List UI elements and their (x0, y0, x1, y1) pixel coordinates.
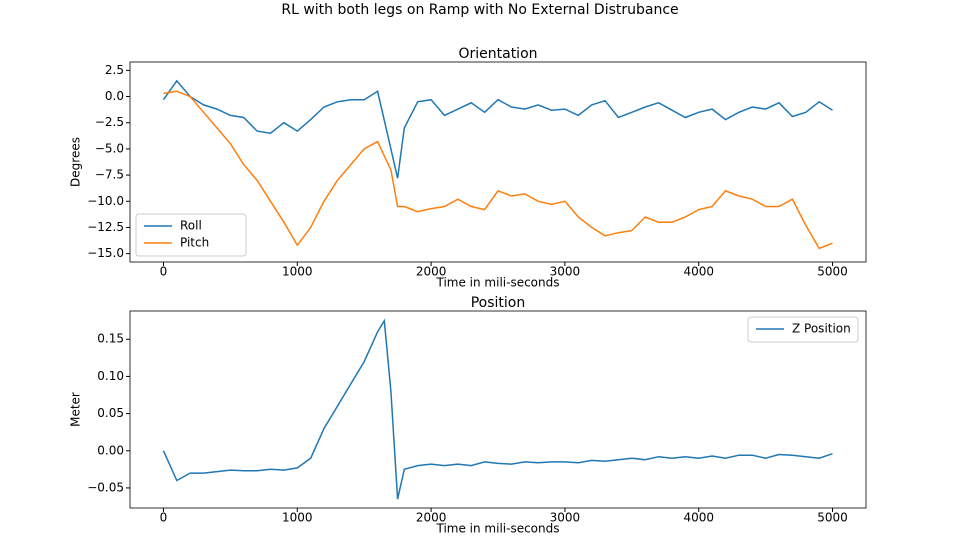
legend-box (135, 213, 247, 257)
y-tick-label: −12.5 (87, 220, 124, 234)
x-tick-label: 0 (160, 511, 168, 525)
y-tick-label: −0.05 (87, 480, 124, 494)
axes-title: Orientation (458, 46, 537, 62)
y-tick-label: −7.5 (95, 168, 124, 182)
y-tick-label: 0.0 (105, 89, 124, 103)
figure-title: RL with both legs on Ramp with No Extern… (281, 2, 678, 18)
x-tick-label: 3000 (550, 511, 581, 525)
y-axis-label: Meter (69, 392, 83, 427)
x-tick-label: 1000 (282, 265, 313, 279)
axes-title: Position (471, 295, 526, 311)
y-tick-label: 0.10 (97, 369, 124, 383)
data-line (162, 318, 833, 500)
legend-label: Roll (180, 219, 202, 233)
x-axis-label: Time in mili-seconds (435, 522, 559, 536)
x-tick-label: 5000 (817, 511, 848, 525)
x-tick-label: 2000 (416, 511, 447, 525)
y-tick-label: 0.05 (97, 406, 124, 420)
x-tick-label: 4000 (683, 265, 714, 279)
data-line (162, 79, 833, 179)
legend-label: Pitch (180, 236, 209, 250)
x-tick-label: 2000 (416, 265, 447, 279)
y-tick-label: −5.0 (95, 141, 124, 155)
x-tick-label: 0 (160, 265, 168, 279)
x-tick-label: 4000 (683, 511, 714, 525)
y-tick-label: 0.15 (97, 332, 124, 346)
y-tick-label: 0.00 (97, 443, 124, 457)
legend-box (747, 316, 859, 343)
y-tick-label: 2.5 (105, 63, 124, 77)
axes-frame (129, 61, 867, 263)
x-tick-label: 5000 (817, 265, 848, 279)
x-tick-label: 3000 (550, 265, 581, 279)
legend-label: Z Position (792, 322, 851, 336)
x-tick-label: 1000 (282, 511, 313, 525)
data-line (163, 90, 833, 250)
y-tick-label: −10.0 (87, 194, 124, 208)
x-axis-label: Time in mili-seconds (435, 276, 559, 290)
y-tick-label: −15.0 (87, 246, 124, 260)
y-axis-label: Degrees (69, 137, 83, 187)
axes-frame (129, 310, 867, 509)
y-tick-label: −2.5 (95, 115, 124, 129)
